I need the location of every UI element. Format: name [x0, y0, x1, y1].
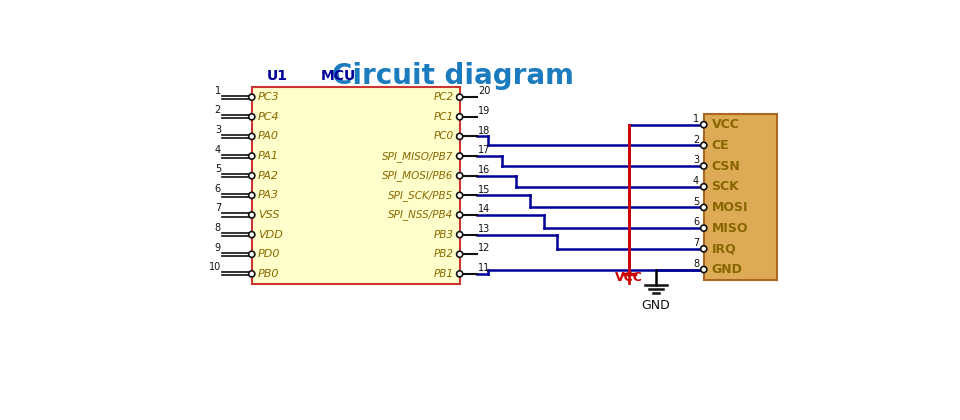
Text: MCU: MCU — [321, 69, 356, 83]
Text: 7: 7 — [215, 203, 221, 213]
Text: VSS: VSS — [258, 210, 279, 220]
Bar — [252, 87, 460, 284]
Circle shape — [249, 271, 254, 277]
Circle shape — [249, 231, 254, 238]
Text: SCK: SCK — [711, 180, 739, 193]
Text: 20: 20 — [478, 87, 491, 97]
Text: 2: 2 — [215, 105, 221, 115]
Text: 1: 1 — [215, 86, 221, 96]
Text: 4: 4 — [693, 176, 699, 186]
Text: 9: 9 — [215, 243, 221, 253]
Text: SPI_MISO/PB7: SPI_MISO/PB7 — [382, 151, 453, 162]
Circle shape — [701, 163, 707, 169]
Text: SPI_MOSI/PB6: SPI_MOSI/PB6 — [382, 170, 453, 181]
Text: 5: 5 — [693, 197, 699, 207]
Circle shape — [701, 184, 707, 190]
Circle shape — [457, 192, 463, 198]
Circle shape — [701, 225, 707, 231]
Text: 12: 12 — [478, 244, 491, 254]
Text: PC1: PC1 — [433, 112, 453, 122]
Text: PA3: PA3 — [258, 190, 279, 200]
Circle shape — [701, 205, 707, 210]
Circle shape — [249, 192, 254, 198]
Circle shape — [457, 134, 463, 139]
Text: PB2: PB2 — [434, 249, 453, 259]
Circle shape — [457, 231, 463, 238]
Text: PA2: PA2 — [258, 171, 279, 181]
Text: 4: 4 — [215, 144, 221, 155]
Bar — [704, 114, 777, 280]
Text: PC0: PC0 — [433, 131, 453, 142]
Circle shape — [701, 246, 707, 252]
Text: 18: 18 — [478, 126, 491, 136]
Text: PB1: PB1 — [434, 269, 453, 279]
Circle shape — [457, 251, 463, 257]
Circle shape — [249, 94, 254, 100]
Text: MISO: MISO — [711, 222, 748, 235]
Circle shape — [249, 114, 254, 120]
Text: PB3: PB3 — [434, 230, 453, 240]
Text: 8: 8 — [693, 259, 699, 269]
Text: VDD: VDD — [258, 230, 283, 240]
Text: SPI_SCK/PB5: SPI_SCK/PB5 — [388, 190, 453, 201]
Circle shape — [249, 212, 254, 218]
Text: PA0: PA0 — [258, 131, 279, 142]
Text: PC2: PC2 — [433, 92, 453, 102]
Text: 3: 3 — [693, 155, 699, 165]
Text: 16: 16 — [478, 165, 491, 175]
Text: 7: 7 — [693, 238, 699, 248]
Circle shape — [457, 173, 463, 179]
Circle shape — [701, 142, 707, 148]
Text: U1: U1 — [267, 69, 288, 83]
Text: VCC: VCC — [711, 118, 739, 131]
Circle shape — [249, 134, 254, 139]
Text: Circuit diagram: Circuit diagram — [332, 62, 574, 90]
Text: PB0: PB0 — [258, 269, 279, 279]
Text: PC4: PC4 — [258, 112, 279, 122]
Text: 1: 1 — [693, 114, 699, 124]
Text: 11: 11 — [478, 263, 491, 273]
Text: CE: CE — [711, 139, 729, 152]
Circle shape — [457, 94, 463, 100]
Circle shape — [249, 153, 254, 159]
Text: 3: 3 — [215, 125, 221, 135]
Circle shape — [249, 251, 254, 257]
Text: 15: 15 — [478, 184, 491, 194]
Text: 19: 19 — [478, 106, 491, 116]
Circle shape — [249, 173, 254, 179]
Text: 2: 2 — [693, 134, 699, 144]
Text: 5: 5 — [215, 164, 221, 174]
Text: MOSI: MOSI — [711, 201, 748, 214]
Text: 6: 6 — [693, 218, 699, 227]
Text: 8: 8 — [215, 223, 221, 233]
Circle shape — [457, 212, 463, 218]
Circle shape — [457, 271, 463, 277]
Text: PC3: PC3 — [258, 92, 279, 102]
Text: VCC: VCC — [615, 271, 643, 284]
Text: CSN: CSN — [711, 160, 740, 173]
Circle shape — [701, 266, 707, 273]
Text: PD0: PD0 — [258, 249, 280, 259]
Text: SPI_NSS/PB4: SPI_NSS/PB4 — [388, 210, 453, 221]
Text: 6: 6 — [215, 184, 221, 194]
Circle shape — [457, 153, 463, 159]
Text: PA1: PA1 — [258, 151, 279, 161]
Text: 17: 17 — [478, 145, 491, 155]
Circle shape — [457, 114, 463, 120]
Text: 10: 10 — [208, 262, 221, 272]
Text: 14: 14 — [478, 204, 491, 214]
Circle shape — [701, 121, 707, 128]
Text: GND: GND — [641, 299, 670, 312]
Text: IRQ: IRQ — [711, 242, 736, 255]
Text: 13: 13 — [478, 224, 491, 234]
Text: GND: GND — [711, 263, 742, 276]
